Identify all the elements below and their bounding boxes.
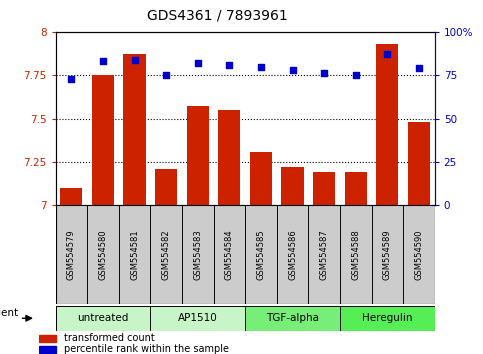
Text: GSM554587: GSM554587 <box>320 229 328 280</box>
Bar <box>186 107 209 205</box>
Text: percentile rank within the sample: percentile rank within the sample <box>64 344 229 354</box>
Bar <box>308 205 340 304</box>
Bar <box>155 169 177 205</box>
Bar <box>92 75 114 205</box>
Text: GSM554585: GSM554585 <box>256 229 266 280</box>
Text: transformed count: transformed count <box>64 333 155 343</box>
Text: GDS4361 / 7893961: GDS4361 / 7893961 <box>147 9 288 23</box>
Bar <box>213 205 245 304</box>
Text: GSM554589: GSM554589 <box>383 229 392 280</box>
Bar <box>39 346 56 353</box>
Bar <box>313 172 335 205</box>
Bar <box>282 167 304 205</box>
Bar <box>376 44 398 205</box>
Point <box>320 71 328 76</box>
Bar <box>371 205 403 304</box>
Text: GSM554581: GSM554581 <box>130 229 139 280</box>
Text: agent: agent <box>0 308 18 318</box>
Bar <box>56 205 87 304</box>
Point <box>226 62 233 68</box>
Text: GSM554586: GSM554586 <box>288 229 297 280</box>
Text: GSM554582: GSM554582 <box>162 229 170 280</box>
Text: AP1510: AP1510 <box>178 313 218 323</box>
Bar <box>60 188 83 205</box>
Point <box>131 57 139 62</box>
Bar <box>119 205 150 304</box>
Text: untreated: untreated <box>77 313 128 323</box>
Text: Heregulin: Heregulin <box>362 313 412 323</box>
Bar <box>56 306 150 331</box>
Bar <box>150 205 182 304</box>
Point <box>194 60 201 66</box>
Bar <box>87 205 119 304</box>
Point <box>289 67 297 73</box>
Point <box>257 64 265 69</box>
Text: TGF-alpha: TGF-alpha <box>266 313 319 323</box>
Text: GSM554579: GSM554579 <box>67 229 76 280</box>
Point <box>415 65 423 71</box>
Bar <box>250 152 272 205</box>
Point <box>352 73 359 78</box>
Bar <box>340 205 371 304</box>
Bar <box>340 306 435 331</box>
Bar <box>403 205 435 304</box>
Point <box>162 73 170 78</box>
Bar <box>408 122 430 205</box>
Text: GSM554583: GSM554583 <box>193 229 202 280</box>
Text: GSM554580: GSM554580 <box>99 229 107 280</box>
Bar <box>245 205 277 304</box>
Point <box>384 52 391 57</box>
Bar <box>277 205 308 304</box>
Text: GSM554590: GSM554590 <box>414 230 424 280</box>
Bar <box>150 306 245 331</box>
Bar <box>218 110 241 205</box>
Bar <box>124 55 145 205</box>
Point <box>99 58 107 64</box>
Bar <box>182 205 213 304</box>
Text: GSM554588: GSM554588 <box>351 229 360 280</box>
Text: GSM554584: GSM554584 <box>225 229 234 280</box>
Bar <box>245 306 340 331</box>
Point <box>68 76 75 81</box>
Bar <box>345 172 367 205</box>
Bar <box>39 335 56 342</box>
